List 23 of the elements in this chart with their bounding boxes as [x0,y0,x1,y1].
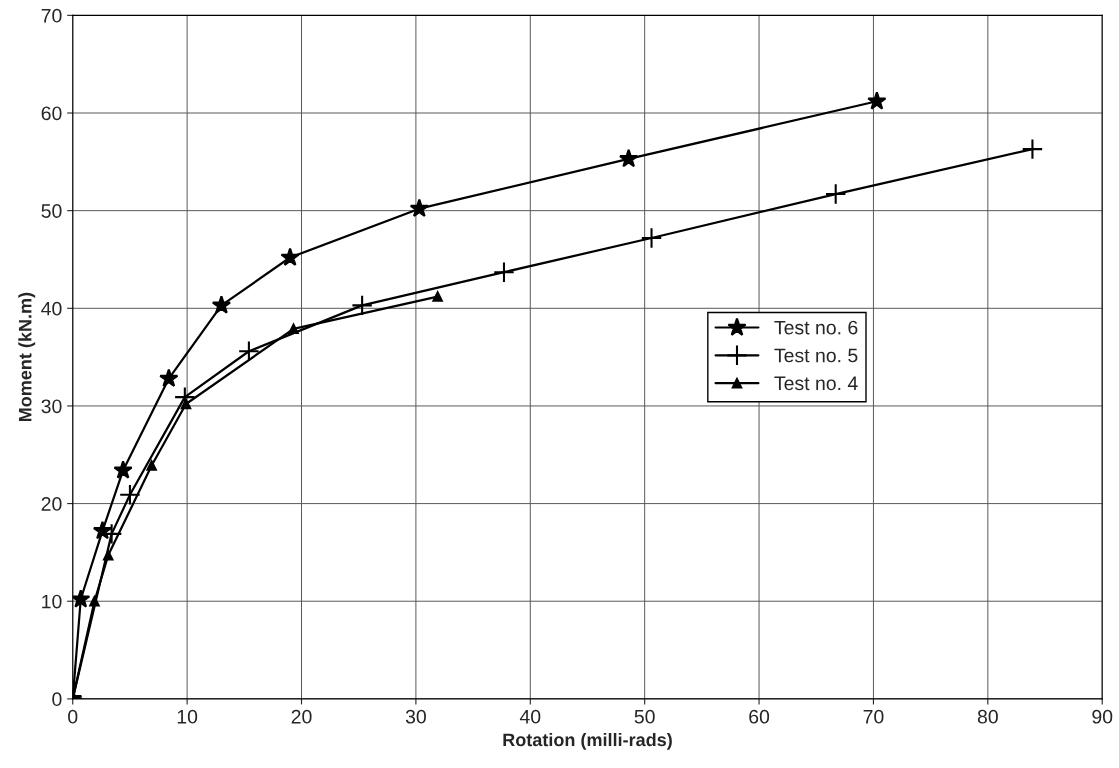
x-tick-label: 70 [863,709,884,724]
x-tick-label: 90 [1092,709,1113,724]
legend-label: Test no. 5 [774,348,858,363]
x-tick-label: 0 [68,709,78,724]
y-axis-title: Moment (kN.m) [18,292,36,422]
x-tick-label: 50 [634,709,655,724]
x-tick-label: 30 [405,709,426,724]
x-tick-label: 60 [749,709,770,724]
y-tick-label: 70 [41,8,62,23]
y-tick-label: 60 [41,106,62,121]
x-axis-title: Rotation (milli-rads) [503,732,672,750]
legend-label: Test no. 4 [774,376,858,391]
x-tick-label: 20 [291,709,312,724]
x-tick-label: 40 [519,709,541,724]
legend-label: Test no. 6 [774,320,858,335]
y-tick-label: 40 [41,301,62,316]
y-tick-label: 0 [52,692,62,707]
x-tick-label: 10 [177,709,198,724]
x-tick-label: 80 [977,709,998,724]
y-tick-label: 20 [41,497,62,511]
y-tick-label: 50 [41,204,62,218]
y-tick-label: 10 [42,594,62,609]
y-tick-label: 30 [41,399,62,414]
